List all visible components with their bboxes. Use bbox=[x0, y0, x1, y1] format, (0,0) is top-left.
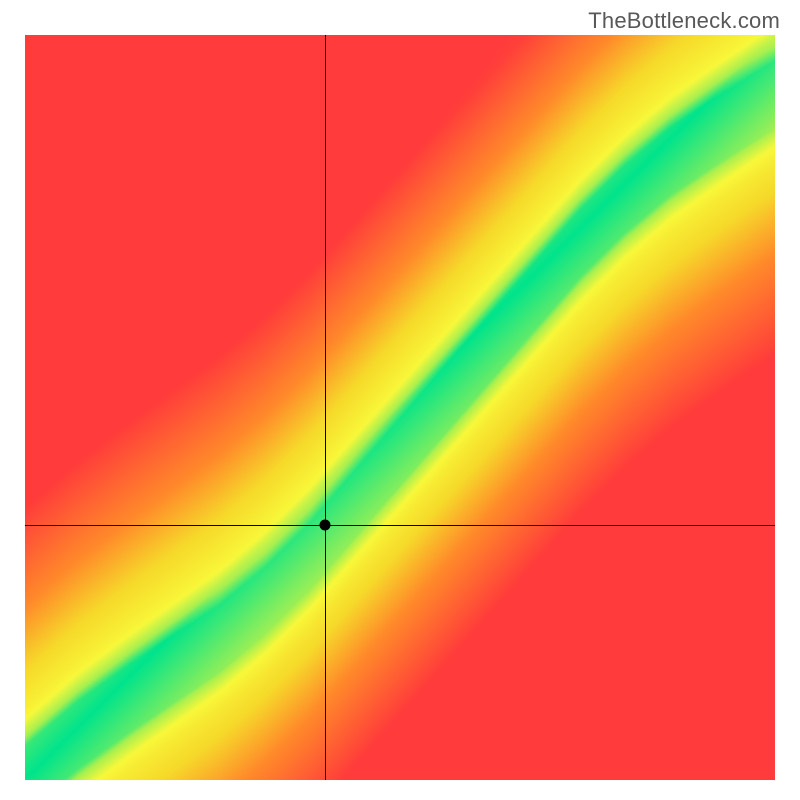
plot-area bbox=[25, 35, 775, 780]
container: TheBottleneck.com bbox=[0, 0, 800, 800]
crosshair-marker bbox=[320, 520, 331, 531]
crosshair-horizontal bbox=[25, 525, 775, 526]
crosshair-vertical bbox=[325, 35, 326, 780]
heatmap-canvas bbox=[25, 35, 775, 780]
watermark-text: TheBottleneck.com bbox=[588, 8, 780, 34]
